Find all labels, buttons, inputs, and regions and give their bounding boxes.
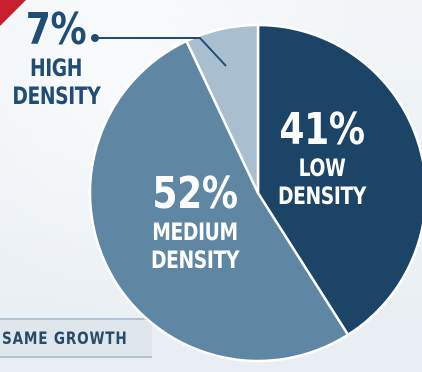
slice-pct-high: 7% <box>25 4 87 55</box>
pie-slice-high <box>184 23 260 194</box>
growth-tag-text: SAME GROWTH <box>2 329 128 349</box>
callout-dot <box>91 34 99 42</box>
slice-label-medium: 52% MEDIUM DENSITY <box>120 168 270 274</box>
slice-pct-medium: 52% <box>152 168 238 219</box>
growth-tag: SAME GROWTH <box>0 318 152 358</box>
slice-cat-medium-2: DENSITY <box>150 246 240 274</box>
slice-cat-low-1: LOW <box>298 154 346 182</box>
slice-cat-low-2: DENSITY <box>277 182 367 210</box>
callout-line <box>96 37 227 67</box>
slice-label-high: 7% HIGH DENSITY <box>0 4 112 110</box>
slice-cat-high-2: DENSITY <box>12 82 101 110</box>
pie-slice-medium <box>88 39 350 363</box>
corner-accent <box>0 0 26 26</box>
slice-pct-low: 41% <box>279 104 365 155</box>
slice-cat-high-1: HIGH <box>29 54 83 82</box>
slice-label-low: 41% LOW DENSITY <box>262 104 382 210</box>
slice-cat-medium-1: MEDIUM <box>152 218 238 246</box>
